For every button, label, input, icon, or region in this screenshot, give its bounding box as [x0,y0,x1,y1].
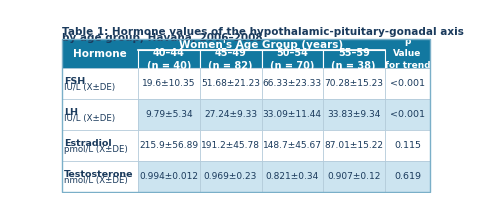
Text: Estradiol: Estradiol [64,139,111,148]
Text: 0.821±0.34: 0.821±0.34 [265,172,319,181]
Text: IU/L (X±DE): IU/L (X±DE) [64,114,115,123]
Bar [323,130,385,161]
Text: p
Value
for trend: p Value for trend [385,38,431,70]
Text: 33.09±11.44: 33.09±11.44 [263,110,322,119]
Text: 70.28±15.23: 70.28±15.23 [324,79,383,88]
Text: 148.7±45.67: 148.7±45.67 [263,141,322,150]
Text: Hormone: Hormone [73,49,127,59]
Bar [262,99,323,130]
Text: 0.907±0.12: 0.907±0.12 [327,172,381,181]
Text: Table 1: Hormone values of the hypothalamic-pituitary-gonadal axis: Table 1: Hormone values of the hypothala… [61,27,463,37]
Bar [138,130,200,161]
Text: 0.994±0.012: 0.994±0.012 [139,172,198,181]
Text: <0.001: <0.001 [390,79,425,88]
Text: 19.6±10.35: 19.6±10.35 [142,79,196,88]
Text: 215.9±56.89: 215.9±56.89 [139,141,198,150]
Bar [385,68,431,99]
Text: 191.2±45.78: 191.2±45.78 [201,141,260,150]
Text: LH: LH [64,108,78,117]
Bar [138,39,385,50]
Bar [138,99,200,130]
Text: 9.79±5.34: 9.79±5.34 [145,110,192,119]
Bar [200,68,262,99]
Bar [138,161,200,192]
Text: Testosterone: Testosterone [64,170,133,179]
Text: IU/L (X±DE): IU/L (X±DE) [64,83,115,92]
Text: 33.83±9.34: 33.83±9.34 [327,110,381,119]
Text: 0.969±0.23: 0.969±0.23 [204,172,257,181]
Text: FSH: FSH [64,77,85,86]
Bar [200,50,262,68]
Bar [385,161,431,192]
Bar [385,99,431,130]
Bar [200,130,262,161]
Text: 51.68±21.23: 51.68±21.23 [201,79,260,88]
Bar [323,68,385,99]
Text: 0.115: 0.115 [394,141,421,150]
Text: 45–49
(n = 82): 45–49 (n = 82) [208,48,253,71]
Bar [385,130,431,161]
Text: 0.619: 0.619 [394,172,421,181]
Text: by age group, Havana, 2006–2008: by age group, Havana, 2006–2008 [61,33,262,43]
Bar [262,161,323,192]
Text: 40–44
(n = 40): 40–44 (n = 40) [147,48,191,71]
Bar [262,68,323,99]
Bar [200,161,262,192]
Bar [262,50,323,68]
Text: 87.01±15.22: 87.01±15.22 [324,141,383,150]
Bar [323,161,385,192]
Bar [200,99,262,130]
Bar [323,50,385,68]
Bar [262,130,323,161]
Text: nmol/L (X±DE): nmol/L (X±DE) [64,176,128,185]
Bar [61,161,138,192]
Text: 50–54
(n = 70): 50–54 (n = 70) [270,48,314,71]
Text: 66.33±23.33: 66.33±23.33 [263,79,322,88]
Text: <0.001: <0.001 [390,110,425,119]
Bar [61,99,138,130]
Bar [61,130,138,161]
Bar [61,68,138,99]
Bar [138,50,200,68]
Bar [385,39,431,68]
Text: Women's Age Group (years): Women's Age Group (years) [180,39,344,49]
Bar [138,68,200,99]
Text: pmol/L (X±DE): pmol/L (X±DE) [64,145,128,154]
Text: 55–59
(n = 38): 55–59 (n = 38) [332,48,376,71]
Bar [61,39,138,68]
Bar [323,99,385,130]
Text: 27.24±9.33: 27.24±9.33 [204,110,257,119]
